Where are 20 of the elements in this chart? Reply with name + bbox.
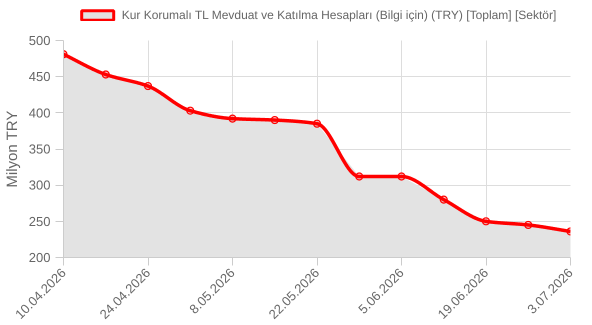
point <box>102 70 110 79</box>
y-tick-label: 500 <box>28 33 51 48</box>
legend-label: Kur Korumalı TL Mevduat ve Katılma Hesapları (Bilgi için) (TRY) [Toplam] [Sektör] <box>122 8 556 22</box>
point <box>312 120 322 128</box>
y-tick-label: 250 <box>28 214 51 229</box>
point <box>440 196 448 204</box>
point <box>397 172 406 181</box>
y-tick-label: 300 <box>28 178 51 193</box>
y-tick-label: 350 <box>28 142 51 156</box>
point <box>355 172 364 181</box>
y-tick-label: 450 <box>28 69 51 84</box>
point <box>524 220 532 230</box>
y-tick-label: 200 <box>28 250 51 265</box>
point <box>482 217 490 226</box>
point <box>144 82 152 90</box>
point <box>228 114 237 123</box>
y-axis-title: Milyon TRY <box>4 110 21 188</box>
point <box>270 116 279 124</box>
point <box>186 106 194 115</box>
y-tick-label: 400 <box>28 105 51 120</box>
